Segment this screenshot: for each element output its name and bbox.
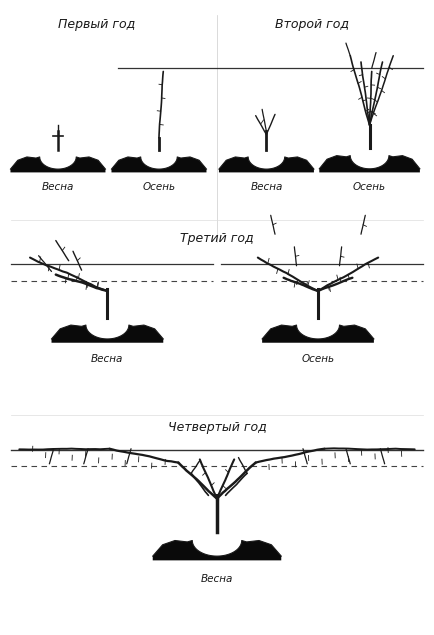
- Polygon shape: [112, 157, 207, 173]
- Polygon shape: [153, 540, 281, 560]
- Text: Осень: Осень: [302, 354, 335, 364]
- Text: Осень: Осень: [142, 182, 175, 192]
- Text: Четвертый год: Четвертый год: [168, 422, 266, 434]
- Text: Весна: Весна: [250, 182, 283, 192]
- Text: Осень: Осень: [353, 182, 386, 192]
- Text: Третий год: Третий год: [180, 232, 254, 245]
- Text: Весна: Весна: [42, 182, 74, 192]
- Polygon shape: [52, 325, 163, 343]
- Polygon shape: [219, 157, 314, 173]
- Polygon shape: [319, 156, 420, 173]
- Text: Весна: Весна: [201, 574, 233, 584]
- Polygon shape: [10, 157, 105, 173]
- Text: Первый год: Первый год: [58, 18, 135, 30]
- Polygon shape: [262, 325, 374, 343]
- Text: Весна: Весна: [91, 354, 124, 364]
- Text: Второй год: Второй год: [275, 18, 349, 30]
